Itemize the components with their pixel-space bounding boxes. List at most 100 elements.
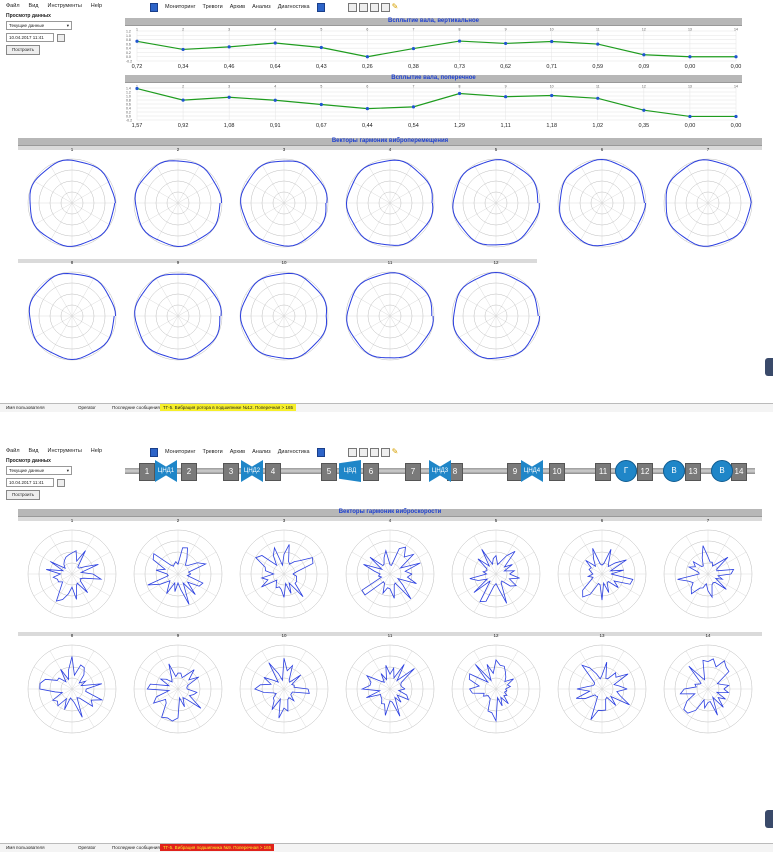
trend-point[interactable] xyxy=(227,45,231,49)
trend-point[interactable] xyxy=(319,102,323,107)
menu-tools[interactable]: Инструменты xyxy=(47,448,82,454)
polar-plot[interactable]: 2 xyxy=(128,518,228,624)
back-arrow-icon[interactable] xyxy=(150,447,158,457)
polar-plot[interactable]: 8 xyxy=(22,260,122,366)
trend-point[interactable] xyxy=(411,105,416,109)
menu-file[interactable]: Файл xyxy=(6,448,20,454)
last-message-alarm[interactable]: ТГ-5. Вибрация подшипника №9. Поперечная… xyxy=(160,844,275,851)
trend-point[interactable] xyxy=(227,95,231,99)
bearing-13[interactable]: 13 xyxy=(685,463,701,481)
trend-point[interactable] xyxy=(734,55,738,59)
export-icon[interactable] xyxy=(380,447,390,457)
polar-plot[interactable]: 4 xyxy=(340,147,440,253)
toolbar-monitoring[interactable]: Мониторинг xyxy=(165,449,196,455)
trend-point[interactable] xyxy=(273,98,277,102)
polar-plot[interactable]: 3 xyxy=(234,147,334,253)
bearing-10[interactable]: 10 xyxy=(549,463,565,481)
bearing-1[interactable]: 1 xyxy=(139,463,155,481)
bearing-5[interactable]: 5 xyxy=(321,463,337,481)
toolbar-archive[interactable]: Архив xyxy=(229,449,246,455)
menu-tools[interactable]: Инструменты xyxy=(47,3,82,9)
toolbar-analysis[interactable]: Анализ xyxy=(252,4,271,10)
trend-point[interactable] xyxy=(504,41,508,46)
polar-plot[interactable]: 5 xyxy=(446,518,546,624)
polar-plot[interactable]: 12 xyxy=(446,260,546,366)
trend-point[interactable] xyxy=(457,39,462,43)
generator-3[interactable]: В xyxy=(711,460,733,482)
cylinder-2[interactable]: ЦНД2 xyxy=(241,460,263,482)
polar-plot[interactable]: 7 xyxy=(658,147,758,253)
last-message[interactable]: ТГ-5. Вибрация ротора в подшипнике №12. … xyxy=(160,404,296,411)
toolbar-analysis[interactable]: Анализ xyxy=(252,449,271,455)
trend-point[interactable] xyxy=(411,46,416,51)
polar-plot[interactable]: 1 xyxy=(22,147,122,253)
bearing-14[interactable]: 14 xyxy=(731,463,747,481)
save-icon[interactable] xyxy=(369,2,379,12)
preview-icon[interactable] xyxy=(358,447,368,457)
cylinder-5[interactable]: ЦНД4 xyxy=(521,460,543,482)
bearing-4[interactable]: 4 xyxy=(265,463,281,481)
trend-point[interactable] xyxy=(734,114,738,119)
polar-plot[interactable]: 5 xyxy=(446,147,546,253)
polar-plot[interactable]: 3 xyxy=(234,518,334,624)
pen-icon[interactable]: ✎ xyxy=(391,1,399,11)
forward-arrow-icon[interactable] xyxy=(316,2,325,12)
generator-2[interactable]: В xyxy=(663,460,685,482)
trend-point[interactable] xyxy=(181,47,185,52)
cylinder-4[interactable]: ЦНД3 xyxy=(429,460,451,482)
bearing-12[interactable]: 12 xyxy=(637,463,653,481)
mode-select[interactable]: Текущие данные xyxy=(6,21,72,30)
build-button[interactable]: Построить xyxy=(6,490,40,500)
menu-file[interactable]: Файл xyxy=(6,3,20,9)
print-icon[interactable] xyxy=(347,447,357,457)
side-panel-tab[interactable] xyxy=(765,358,773,376)
polar-plot[interactable]: 6 xyxy=(552,518,652,624)
bearing-11[interactable]: 11 xyxy=(595,463,611,481)
mode-select[interactable]: Текущие данные xyxy=(6,466,72,475)
generator-1[interactable]: Г xyxy=(615,460,637,482)
trend-point[interactable] xyxy=(504,95,508,99)
polar-plot[interactable]: 10 xyxy=(234,260,334,366)
toolbar-alarms[interactable]: Тревоги xyxy=(202,449,223,455)
trend-point[interactable] xyxy=(457,91,462,96)
polar-plot[interactable]: 6 xyxy=(552,147,652,253)
menu-view[interactable]: Вид xyxy=(28,3,39,9)
toolbar-monitoring[interactable]: Мониторинг xyxy=(165,4,196,10)
polar-plot[interactable]: 9 xyxy=(128,260,228,366)
cylinder-3[interactable]: ЦВД xyxy=(339,460,361,482)
bearing-6[interactable]: 6 xyxy=(363,463,379,481)
side-panel-tab-2[interactable] xyxy=(765,810,773,828)
polar-plot[interactable]: 14 xyxy=(658,633,758,739)
trend-point[interactable] xyxy=(365,107,369,111)
toolbar-diagnostics[interactable]: Диагностика xyxy=(277,449,310,455)
datetime-field[interactable]: 10.04.2017 11:41 xyxy=(6,478,54,487)
trend-point[interactable] xyxy=(596,96,600,100)
trend-point[interactable] xyxy=(550,39,554,44)
trend-point[interactable] xyxy=(642,53,646,57)
trend-point[interactable] xyxy=(596,42,600,46)
polar-plot[interactable]: 11 xyxy=(340,633,440,739)
pen-icon[interactable]: ✎ xyxy=(391,446,399,456)
calendar-icon[interactable] xyxy=(57,478,65,487)
trend-point[interactable] xyxy=(135,86,139,91)
trend-point[interactable] xyxy=(273,41,277,45)
cylinder-1[interactable]: ЦНД1 xyxy=(155,460,177,482)
print-icon[interactable] xyxy=(347,2,357,12)
export-icon[interactable] xyxy=(380,2,390,12)
save-icon[interactable] xyxy=(369,447,379,457)
trend-point[interactable] xyxy=(550,93,554,98)
trend-point[interactable] xyxy=(135,39,139,43)
trend-point[interactable] xyxy=(319,45,323,50)
trend-point[interactable] xyxy=(642,108,646,112)
preview-icon[interactable] xyxy=(358,2,368,12)
menu-help[interactable]: Help xyxy=(90,3,103,9)
trend-point[interactable] xyxy=(688,55,692,59)
polar-plot[interactable]: 4 xyxy=(340,518,440,624)
polar-plot[interactable]: 1 xyxy=(22,518,122,624)
menu-help[interactable]: Help xyxy=(90,448,103,454)
polar-plot[interactable]: 2 xyxy=(128,147,228,253)
toolbar-diagnostics[interactable]: Диагностика xyxy=(277,4,310,10)
polar-plot[interactable]: 8 xyxy=(22,633,122,739)
polar-plot[interactable]: 13 xyxy=(552,633,652,739)
calendar-icon[interactable] xyxy=(57,33,65,42)
